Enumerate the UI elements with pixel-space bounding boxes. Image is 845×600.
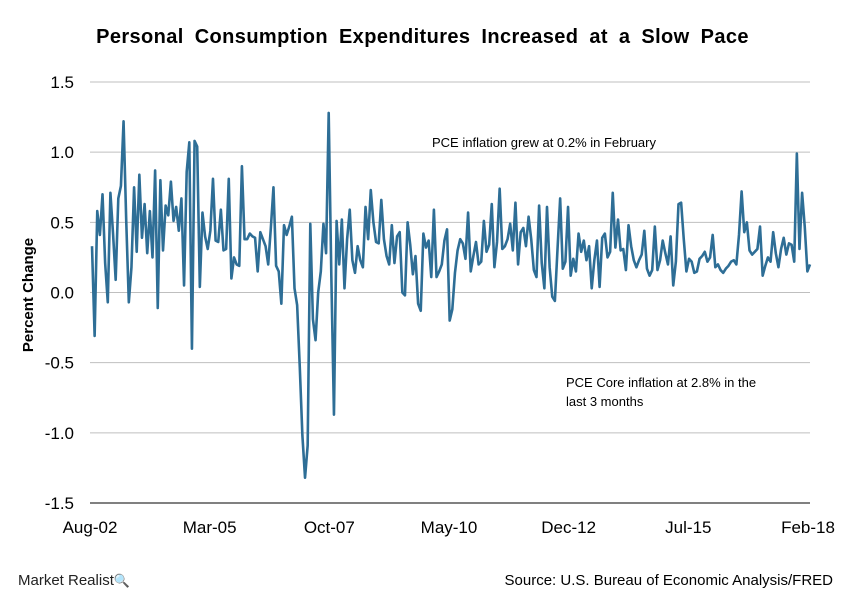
magnifier-icon: 🔍 [113,573,131,588]
y-axis-ticks: 1.5 1.0 0.5 0.0 -0.5 -1.0 -1.5 [45,73,74,513]
x-tick-label: Dec-12 [541,518,596,537]
brand-name: Market Realist [18,572,114,589]
x-tick-label: Jul-15 [665,518,711,537]
y-tick-label: 1.0 [50,143,74,162]
y-tick-label: -0.5 [45,354,74,373]
series-line-pce [90,111,812,480]
y-tick-label: 0.5 [50,213,74,232]
market-realist-logo: Market Realist🔍 [18,572,130,589]
x-tick-label: Oct-07 [304,518,355,537]
source-note: Source: U.S. Bureau of Economic Analysis… [504,572,833,589]
x-tick-label: Aug-02 [63,518,118,537]
y-tick-label: -1.5 [45,494,74,513]
annotation-core-line1: PCE Core inflation at 2.8% in the [566,375,756,390]
y-tick-label: 0.0 [50,284,74,303]
y-tick-label: -1.0 [45,424,74,443]
x-tick-label: Feb-18 [781,518,835,537]
annotation-core-line2: last 3 months [566,394,644,409]
x-axis-ticks: Aug-02 Mar-05 Oct-07 May-10 Dec-12 Jul-15 Feb-… [63,518,835,537]
annotation-february: PCE inflation grew at 0.2% in February [432,135,656,150]
y-axis-label: Percent Change [20,238,37,352]
x-tick-label: Mar-05 [183,518,237,537]
x-tick-label: May-10 [421,518,478,537]
chart-title: Personal Consumption Expenditures Increa… [96,26,749,48]
y-tick-label: 1.5 [50,73,74,92]
